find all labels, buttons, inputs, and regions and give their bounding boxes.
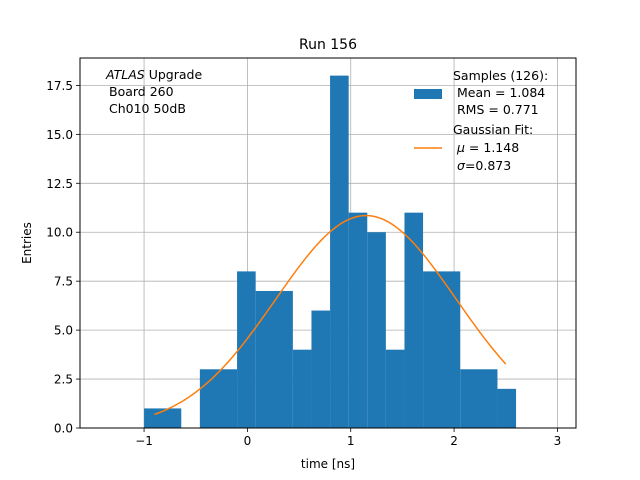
histogram-bar [423,271,461,428]
x-axis-label: time [ns] [301,457,355,471]
annotation-line-3: Ch010 50dB [109,101,186,116]
histogram-bar [292,349,312,428]
legend-mu-value: = 1.148 [465,140,519,155]
annotation-upgrade: Upgrade [145,67,203,82]
fit-layer [154,214,507,416]
histogram-bar [311,310,331,428]
y-tick-label: 15.0 [46,128,73,142]
legend-samples-title: Samples (126): [453,68,548,83]
histogram-bar [497,388,517,428]
x-tick-label: 2 [450,434,458,448]
histogram-bar [460,369,498,428]
histogram-bar [367,232,386,428]
plot-frame [79,57,577,429]
legend-fit-title: Gaussian Fit: [453,122,533,137]
y-tick-label: 7.5 [54,275,73,289]
legend-fit-sigma: σ=0.873 [457,158,511,173]
histogram-bar [199,369,238,428]
histogram-bar [348,212,368,428]
x-tick-label: 1 [347,434,355,448]
annotation-atlas: ATLAS [105,67,145,82]
y-tick-label: 5.0 [54,324,73,338]
legend-samples-swatch [414,89,442,99]
y-tick-label: 17.5 [46,79,73,93]
legend-sigma-value: =0.873 [465,158,511,173]
annotation-box: ATLAS Upgrade Board 260 Ch010 50dB [105,67,202,116]
histogram-bars [144,75,517,428]
histogram-bar [330,75,349,428]
y-tick-label: 2.5 [54,373,73,387]
annotation-line-2: Board 260 [109,84,174,99]
histogram-bar [404,212,424,428]
x-axis-ticks: −1 0 1 2 3 [135,428,561,448]
annotation-line-1: ATLAS Upgrade [105,67,202,82]
gaussian-fit-curve [154,214,507,416]
histogram-bar [255,290,293,428]
legend: Samples (126): Mean = 1.084 RMS = 0.771 … [414,68,548,173]
legend-sigma-symbol: σ [457,158,466,173]
histogram-bar [144,408,182,428]
legend-fit-mu: μ = 1.148 [456,140,519,155]
x-tick-label: −1 [135,434,153,448]
y-axis-label: Entries [20,222,34,264]
x-tick-label: 0 [244,434,252,448]
y-tick-label: 10.0 [46,226,73,240]
y-axis-ticks: 0.0 2.5 5.0 7.5 10.0 12.5 15.0 17.5 [46,79,80,436]
y-tick-label: 12.5 [46,177,73,191]
chart-title: Run 156 [299,37,357,53]
x-tick-label: 3 [554,434,562,448]
legend-mu-symbol: μ [456,140,465,155]
histogram-bar [385,349,405,428]
histogram-bar [237,271,256,428]
y-tick-label: 0.0 [54,422,73,436]
legend-samples-rms: RMS = 0.771 [457,102,539,117]
legend-samples-mean: Mean = 1.084 [457,85,545,100]
